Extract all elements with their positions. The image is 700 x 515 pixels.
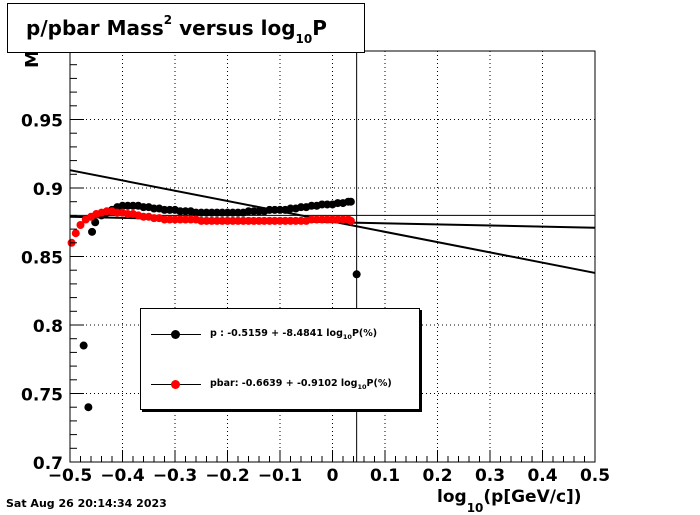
chart-title-box: p/pbar Mass2 versus log10P: [7, 3, 365, 53]
data-point-p: [91, 218, 100, 227]
y-axis-label: M: [22, 52, 38, 77]
x-tick-label: 0.2: [422, 466, 452, 486]
legend-label-p: p : -0.5159 + -8.4841 log10P(%): [210, 328, 378, 341]
timestamp: Sat Aug 26 20:14:34 2023: [6, 497, 167, 510]
data-point-p: [79, 341, 88, 350]
y-tick-label: 0.8: [33, 317, 63, 337]
x-tick-label: −0.3: [153, 466, 197, 486]
data-point-p: [88, 227, 97, 236]
data-point-p: [346, 197, 355, 206]
x-tick-label: 0: [327, 466, 339, 486]
x-tick-label: 0.1: [370, 466, 400, 486]
y-tick-label: 0.85: [21, 249, 63, 269]
legend-marker-pbar: [171, 380, 180, 389]
axis-tick-labels: −0.5 −0.4 −0.3 −0.2 −0.1 0 0.1 0.2 0.3 0.4 0.5 0.7 0…: [21, 112, 610, 487]
legend-label-pbar: pbar: -0.6639 + -0.9102 log10P(%): [210, 378, 392, 391]
x-axis-label: log10(p[GeV/c]): [437, 487, 582, 515]
legend: p : -0.5159 + -8.4841 log10P(%) pbar: -0…: [140, 308, 420, 410]
x-tick-label: −0.1: [258, 466, 302, 486]
legend-marker-p: [171, 330, 180, 339]
x-tick-label: 0.3: [475, 466, 505, 486]
x-tick-label: 0.5: [580, 466, 610, 486]
x-tick-label: 0.4: [527, 466, 557, 486]
data-point-pbar: [71, 229, 80, 238]
legend-entry-pbar: pbar: -0.6639 + -0.9102 log10P(%): [141, 375, 419, 395]
axis-ticks: [69, 64, 596, 463]
data-point-pbar: [346, 216, 355, 225]
chart-title: p/pbar Mass2 versus log10P: [26, 13, 327, 46]
x-tick-label: −0.2: [205, 466, 249, 486]
data-point-p: [84, 403, 93, 412]
grid-lines: [70, 51, 595, 462]
data-points: [67, 197, 361, 412]
x-tick-label: −0.5: [48, 466, 92, 486]
y-tick-label: 0.7: [33, 454, 63, 474]
data-point-p: [352, 270, 361, 279]
y-tick-label: 0.9: [33, 180, 63, 200]
y-tick-label: 0.75: [21, 386, 63, 406]
x-tick-label: −0.4: [100, 466, 145, 486]
y-tick-label: 0.95: [21, 112, 63, 132]
legend-entry-p: p : -0.5159 + -8.4841 log10P(%): [141, 325, 419, 345]
data-point-pbar: [76, 220, 85, 229]
